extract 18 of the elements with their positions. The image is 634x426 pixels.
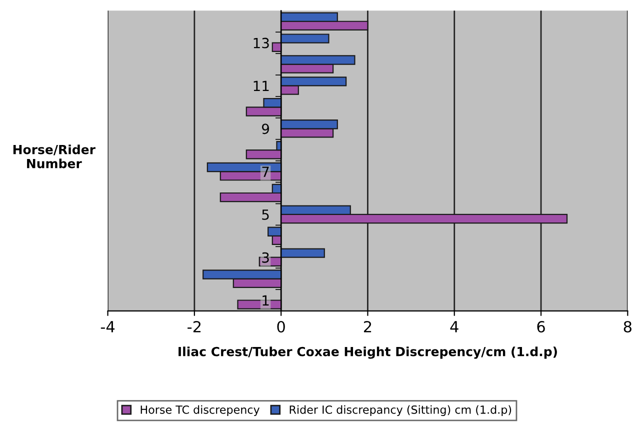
y-tick-label: 9 (262, 124, 269, 134)
y-tick-label: 3 (262, 252, 269, 263)
x-tick-label: -2 (188, 320, 201, 332)
legend-label: Rider IC discrepancy (Sitting) cm (1.d.p) (290, 405, 512, 416)
y-axis-title: Horse/Rider Number (13, 144, 96, 168)
y-tick-label: 5 (262, 210, 269, 220)
x-tick-label: 2 (364, 320, 372, 332)
y-tick-label: 1 (262, 295, 269, 306)
x-axis-title: Iliac Crest/Tuber Coxae Height Discrepency/cm (1.d.p) (178, 346, 557, 359)
y-tick-label: 7 (262, 166, 269, 177)
y-tick-label: 13 (254, 38, 269, 48)
x-tick-label: 0 (277, 320, 285, 333)
x-tick-label: -4 (100, 321, 115, 332)
legend-label: Horse TC discrepency (140, 405, 260, 416)
x-tick-label: 6 (537, 320, 545, 333)
x-tick-label: 8 (624, 320, 632, 333)
x-tick-label: 4 (450, 321, 458, 332)
y-tick-label: 11 (254, 80, 269, 92)
